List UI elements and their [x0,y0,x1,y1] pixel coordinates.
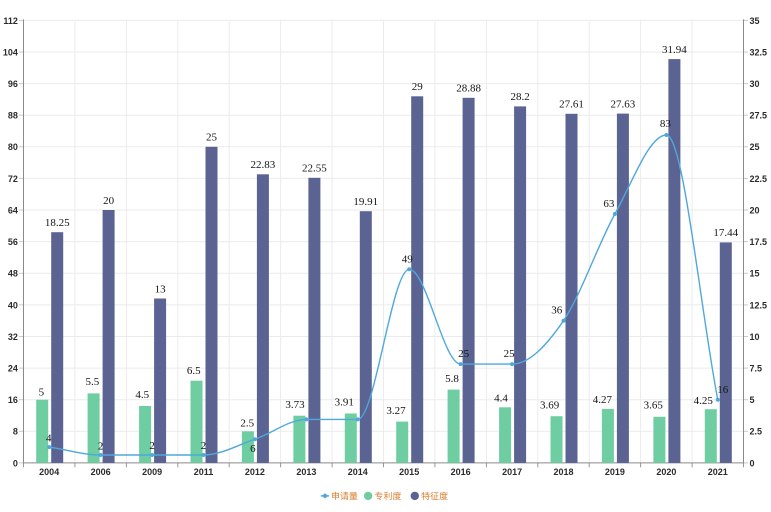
svg-text:2015: 2015 [399,467,419,477]
svg-text:112: 112 [3,16,18,26]
svg-text:83: 83 [660,118,672,130]
svg-text:2: 2 [149,440,155,452]
svg-text:0: 0 [750,458,755,468]
svg-text:56: 56 [8,237,18,247]
svg-text:7.5: 7.5 [750,364,763,374]
svg-text:2: 2 [201,440,207,452]
svg-text:5.5: 5.5 [86,376,100,388]
svg-text:8: 8 [13,427,18,437]
svg-text:2006: 2006 [91,467,111,477]
svg-text:28.88: 28.88 [456,83,481,95]
svg-text:12.5: 12.5 [750,300,768,310]
svg-text:30: 30 [750,79,760,89]
svg-text:63: 63 [603,198,615,210]
svg-text:2017: 2017 [502,467,522,477]
svg-text:5: 5 [750,395,755,405]
svg-text:24: 24 [8,364,18,374]
svg-text:2012: 2012 [245,467,265,477]
svg-text:3.69: 3.69 [540,399,560,411]
svg-text:3.65: 3.65 [644,399,664,411]
svg-text:4.25: 4.25 [694,395,714,407]
svg-text:27.61: 27.61 [559,99,584,111]
svg-text:2018: 2018 [553,467,573,477]
svg-text:29: 29 [412,81,424,93]
svg-text:72: 72 [8,174,18,184]
svg-text:5.8: 5.8 [445,373,459,385]
svg-text:22.55: 22.55 [302,163,327,175]
svg-text:2021: 2021 [708,467,728,477]
svg-text:35: 35 [750,16,760,26]
svg-text:3.91: 3.91 [335,396,354,408]
svg-text:32.5: 32.5 [750,47,768,57]
svg-text:2: 2 [98,440,104,452]
svg-text:2014: 2014 [348,467,368,477]
svg-text:4.4: 4.4 [494,392,508,404]
svg-text:17.44: 17.44 [713,227,738,239]
svg-text:104: 104 [3,47,18,57]
svg-text:27.5: 27.5 [750,111,768,121]
svg-text:2016: 2016 [451,467,471,477]
svg-text:25: 25 [458,348,470,360]
svg-text:25: 25 [504,348,516,360]
svg-text:2019: 2019 [605,467,625,477]
svg-text:27.63: 27.63 [611,98,636,110]
svg-text:3.27: 3.27 [386,405,406,417]
svg-text:48: 48 [8,269,18,279]
svg-text:2.5: 2.5 [750,427,763,437]
svg-text:49: 49 [402,253,414,265]
svg-text:64: 64 [8,205,18,215]
svg-text:2.5: 2.5 [240,418,254,430]
svg-text:13: 13 [155,283,167,295]
svg-text:19.91: 19.91 [353,196,378,208]
svg-text:0: 0 [13,458,18,468]
svg-text:4.5: 4.5 [135,389,149,401]
svg-text:80: 80 [8,142,18,152]
svg-text:32: 32 [8,332,18,342]
svg-text:2011: 2011 [194,467,214,477]
svg-text:88: 88 [8,111,18,121]
svg-text:4.27: 4.27 [593,394,613,406]
svg-text:36: 36 [551,305,563,317]
svg-text:6: 6 [250,443,256,455]
svg-text:20: 20 [750,205,760,215]
svg-text:16: 16 [8,395,18,405]
svg-text:10: 10 [750,332,760,342]
svg-text:25: 25 [750,142,760,152]
svg-text:2020: 2020 [656,467,676,477]
svg-text:22.83: 22.83 [251,159,276,171]
svg-text:40: 40 [8,300,18,310]
svg-text:20: 20 [103,195,115,207]
svg-text:28.2: 28.2 [510,91,529,103]
svg-text:5: 5 [39,387,45,399]
svg-text:17.5: 17.5 [750,237,768,247]
svg-text:4: 4 [46,433,52,445]
svg-text:2009: 2009 [142,467,162,477]
svg-text:18.25: 18.25 [45,217,70,229]
svg-text:2013: 2013 [296,467,316,477]
svg-text:16: 16 [717,384,729,396]
svg-text:25: 25 [206,132,218,144]
svg-text:31.94: 31.94 [662,44,687,56]
svg-text:22.5: 22.5 [750,174,768,184]
svg-text:15: 15 [750,269,760,279]
svg-text:3.73: 3.73 [285,399,305,411]
svg-text:6.5: 6.5 [187,365,201,377]
svg-text:2004: 2004 [39,467,59,477]
svg-text:96: 96 [8,79,18,89]
